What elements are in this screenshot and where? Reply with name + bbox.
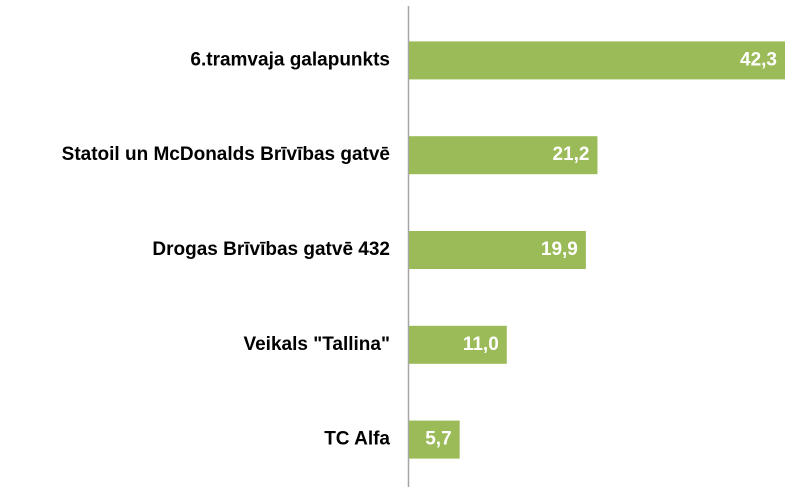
category-label: Statoil un McDonalds Brīvības gatvē bbox=[62, 144, 390, 165]
category-label: TC Alfa bbox=[324, 429, 390, 450]
category-label: Veikals "Tallina" bbox=[243, 334, 390, 355]
value-label: 5,7 bbox=[425, 429, 451, 450]
value-label: 42,3 bbox=[740, 49, 777, 70]
value-label: 21,2 bbox=[552, 144, 589, 165]
bar bbox=[409, 231, 586, 269]
value-label: 19,9 bbox=[541, 239, 578, 260]
bar bbox=[409, 41, 785, 80]
value-label: 11,0 bbox=[463, 334, 499, 355]
category-label: Drogas Brīvības gatvē 432 bbox=[152, 239, 390, 260]
bar bbox=[409, 136, 598, 175]
bar bbox=[409, 325, 507, 364]
bar bbox=[409, 420, 460, 459]
category-label: 6.tramvaja galapunkts bbox=[190, 49, 390, 70]
